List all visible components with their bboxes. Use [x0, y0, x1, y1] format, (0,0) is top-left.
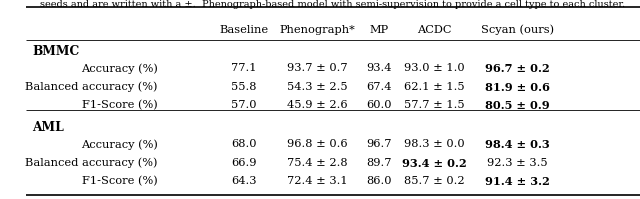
Text: 93.7 ± 0.7: 93.7 ± 0.7 [287, 63, 348, 73]
Text: 96.7 ± 0.2: 96.7 ± 0.2 [484, 63, 550, 74]
Text: 81.9 ± 0.6: 81.9 ± 0.6 [484, 82, 550, 93]
Text: 98.3 ± 0.0: 98.3 ± 0.0 [404, 139, 465, 149]
Text: 68.0: 68.0 [231, 139, 257, 149]
Text: seeds and are written with a ±.  Phenograph-based model with semi-supervision to: seeds and are written with a ±. Phenogra… [40, 0, 625, 9]
Text: Accuracy (%): Accuracy (%) [81, 63, 158, 74]
Text: 75.4 ± 2.8: 75.4 ± 2.8 [287, 158, 348, 168]
Text: Scyan (ours): Scyan (ours) [481, 25, 554, 35]
Text: AML: AML [32, 121, 64, 134]
Text: 80.5 ± 0.9: 80.5 ± 0.9 [485, 100, 550, 111]
Text: BMMC: BMMC [32, 45, 79, 58]
Text: 96.8 ± 0.6: 96.8 ± 0.6 [287, 139, 348, 149]
Text: F1-Score (%): F1-Score (%) [82, 100, 158, 111]
Text: 45.9 ± 2.6: 45.9 ± 2.6 [287, 100, 348, 110]
Text: 62.1 ± 1.5: 62.1 ± 1.5 [404, 82, 465, 92]
Text: F1-Score (%): F1-Score (%) [82, 176, 158, 187]
Text: ACDC: ACDC [417, 25, 451, 35]
Text: 54.3 ± 2.5: 54.3 ± 2.5 [287, 82, 348, 92]
Text: MP: MP [369, 25, 388, 35]
Text: 72.4 ± 3.1: 72.4 ± 3.1 [287, 176, 348, 186]
Text: 91.4 ± 3.2: 91.4 ± 3.2 [484, 176, 550, 187]
Text: 64.3: 64.3 [231, 176, 257, 186]
Text: Accuracy (%): Accuracy (%) [81, 139, 158, 150]
Text: 86.0: 86.0 [366, 176, 392, 186]
Text: 66.9: 66.9 [231, 158, 257, 168]
Text: 93.4 ± 0.2: 93.4 ± 0.2 [402, 158, 467, 169]
Text: 93.4: 93.4 [366, 63, 392, 73]
Text: 98.4 ± 0.3: 98.4 ± 0.3 [484, 139, 550, 150]
Text: 55.8: 55.8 [231, 82, 257, 92]
Text: 85.7 ± 0.2: 85.7 ± 0.2 [404, 176, 465, 186]
Text: Balanced accuracy (%): Balanced accuracy (%) [26, 158, 158, 168]
Text: 67.4: 67.4 [366, 82, 392, 92]
Text: 77.1: 77.1 [231, 63, 257, 73]
Text: Baseline: Baseline [220, 25, 268, 35]
Text: 60.0: 60.0 [366, 100, 392, 110]
Text: 93.0 ± 1.0: 93.0 ± 1.0 [404, 63, 465, 73]
Text: 89.7: 89.7 [366, 158, 392, 168]
Text: 92.3 ± 3.5: 92.3 ± 3.5 [487, 158, 547, 168]
Text: Balanced accuracy (%): Balanced accuracy (%) [26, 82, 158, 92]
Text: 57.7 ± 1.5: 57.7 ± 1.5 [404, 100, 465, 110]
Text: 57.0: 57.0 [231, 100, 257, 110]
Text: 96.7: 96.7 [366, 139, 392, 149]
Text: Phenograph*: Phenograph* [280, 25, 355, 35]
